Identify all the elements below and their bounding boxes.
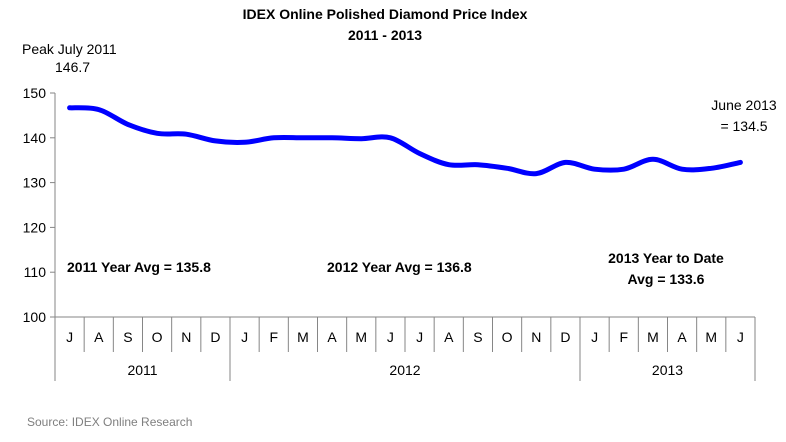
- x-tick-label: A: [327, 329, 337, 345]
- source-note: Source: IDEX Online Research: [27, 415, 192, 429]
- x-tick-label: F: [269, 329, 278, 345]
- data-point: [360, 138, 362, 140]
- x-tick-label: J: [387, 329, 394, 345]
- data-point: [623, 168, 625, 170]
- year-group-label: 2012: [389, 362, 420, 378]
- x-tick-label: J: [241, 329, 248, 345]
- data-point: [273, 137, 275, 139]
- data-point: [69, 107, 71, 109]
- data-point: [156, 132, 158, 134]
- year-group-label: 2011: [127, 362, 157, 378]
- avg-2011-annotation: 2011 Year Avg = 135.8: [67, 259, 211, 275]
- data-point: [98, 109, 100, 111]
- x-tick-label: J: [591, 329, 598, 345]
- x-tick-label: A: [94, 329, 104, 345]
- x-axis: J A S O N D J F M A M J J A S O N D J F M A M J 2011 2012 2013: [54, 316, 756, 381]
- data-point: [506, 167, 508, 169]
- peak-annotation-value: 146.7: [55, 59, 90, 75]
- x-tick-label: M: [705, 329, 717, 345]
- data-point: [477, 164, 479, 166]
- y-tick-label: 140: [23, 130, 47, 146]
- x-tick-label: J: [737, 329, 744, 345]
- data-point: [185, 133, 187, 135]
- x-tick-label: O: [152, 329, 163, 345]
- x-tick-label: A: [444, 329, 454, 345]
- data-point: [535, 173, 537, 175]
- data-point: [564, 161, 566, 163]
- x-tick-label: M: [647, 329, 659, 345]
- x-tick-label: O: [502, 329, 513, 345]
- data-point: [710, 167, 712, 169]
- series-layer: [67, 105, 743, 177]
- avg-2013-annotation-line1: 2013 Year to Date: [608, 250, 724, 266]
- june-annotation-label: June 2013: [711, 97, 777, 113]
- x-tick-label: N: [531, 329, 541, 345]
- series-line: [67, 105, 743, 177]
- y-tick-label: 100: [23, 309, 47, 325]
- x-tick-label: S: [473, 329, 482, 345]
- chart-subtitle: 2011 - 2013: [348, 27, 422, 43]
- data-point: [302, 137, 304, 139]
- x-tick-label: M: [297, 329, 309, 345]
- x-tick-label: J: [416, 329, 423, 345]
- y-axis: 100 110 120 130 140 150: [23, 85, 56, 325]
- data-point: [652, 158, 654, 160]
- data-point: [244, 141, 246, 143]
- data-point: [448, 164, 450, 166]
- y-tick-label: 150: [23, 85, 47, 101]
- x-tick-label: J: [66, 329, 73, 345]
- data-point: [594, 168, 596, 170]
- year-group-label: 2013: [652, 362, 683, 378]
- data-point: [331, 137, 333, 139]
- june-annotation-value: = 134.5: [720, 118, 767, 134]
- x-tick-label: D: [210, 329, 220, 345]
- chart-title: IDEX Online Polished Diamond Price Index: [243, 6, 528, 22]
- x-tick-label: N: [181, 329, 191, 345]
- data-point: [127, 123, 129, 125]
- x-tick-label: F: [619, 329, 628, 345]
- x-tick-label: A: [677, 329, 687, 345]
- data-point: [739, 161, 741, 163]
- x-tick-label: D: [560, 329, 570, 345]
- data-point: [389, 137, 391, 139]
- data-point: [681, 168, 683, 170]
- avg-2013-annotation-line2: Avg = 133.6: [628, 271, 705, 287]
- data-point: [214, 140, 216, 142]
- data-point: [419, 152, 421, 154]
- x-tick-label: S: [123, 329, 132, 345]
- y-tick-label: 120: [23, 219, 47, 235]
- x-tick-label: M: [355, 329, 367, 345]
- y-tick-label: 110: [24, 264, 47, 280]
- avg-2012-annotation: 2012 Year Avg = 136.8: [327, 259, 472, 275]
- y-tick-label: 130: [23, 175, 47, 191]
- peak-annotation-label: Peak July 2011: [22, 41, 117, 57]
